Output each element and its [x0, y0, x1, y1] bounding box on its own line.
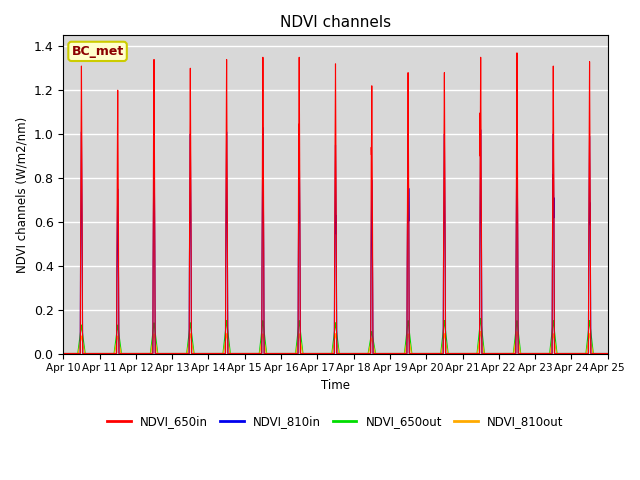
- NDVI_810out: [88, 350, 95, 356]
- Y-axis label: NDVI channels (W/m2/nm): NDVI channels (W/m2/nm): [15, 116, 28, 273]
- NDVI_810in: [88, 350, 95, 356]
- NDVI_810out: [468, 350, 476, 356]
- Text: BC_met: BC_met: [72, 45, 124, 58]
- NDVI_650out: [60, 350, 67, 356]
- NDVI_650in: [604, 350, 612, 356]
- NDVI_650in: [504, 350, 512, 356]
- NDVI_650in: [483, 350, 491, 356]
- NDVI_650in: [88, 350, 95, 356]
- NDVI_650out: [477, 315, 484, 321]
- NDVI_810out: [497, 350, 504, 356]
- NDVI_650out: [407, 342, 415, 348]
- NDVI_810in: [468, 350, 476, 356]
- NDVI_810out: [483, 350, 491, 356]
- NDVI_650out: [88, 350, 95, 356]
- NDVI_810in: [483, 350, 491, 356]
- NDVI_650out: [468, 350, 476, 356]
- NDVI_650out: [497, 350, 504, 356]
- NDVI_650out: [483, 350, 491, 356]
- NDVI_810out: [604, 350, 612, 356]
- NDVI_810in: [513, 120, 521, 126]
- Line: NDVI_810out: NDVI_810out: [63, 332, 608, 353]
- X-axis label: Time: Time: [321, 379, 350, 392]
- NDVI_650in: [497, 350, 504, 356]
- NDVI_650out: [604, 350, 612, 356]
- Legend: NDVI_650in, NDVI_810in, NDVI_650out, NDVI_810out: NDVI_650in, NDVI_810in, NDVI_650out, NDV…: [102, 410, 568, 433]
- Line: NDVI_810in: NDVI_810in: [63, 123, 608, 353]
- NDVI_650in: [407, 350, 415, 356]
- Line: NDVI_650out: NDVI_650out: [63, 318, 608, 353]
- NDVI_810out: [504, 350, 512, 356]
- NDVI_810in: [604, 350, 612, 356]
- NDVI_650in: [60, 350, 67, 356]
- NDVI_810out: [407, 348, 415, 353]
- NDVI_810out: [477, 329, 484, 335]
- Line: NDVI_650in: NDVI_650in: [63, 53, 608, 353]
- NDVI_810in: [407, 350, 415, 356]
- NDVI_650in: [513, 50, 521, 56]
- NDVI_810out: [60, 350, 67, 356]
- NDVI_650in: [468, 350, 476, 356]
- NDVI_810in: [497, 350, 504, 356]
- NDVI_810in: [60, 350, 67, 356]
- Title: NDVI channels: NDVI channels: [280, 15, 391, 30]
- NDVI_650out: [504, 350, 512, 356]
- NDVI_810in: [504, 350, 512, 356]
